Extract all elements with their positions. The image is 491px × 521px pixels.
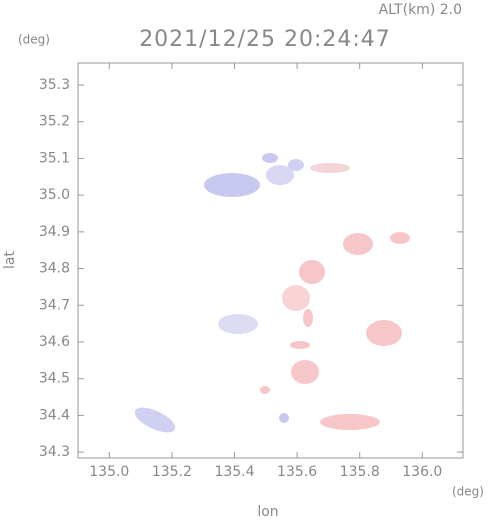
echo bbox=[204, 173, 260, 197]
y-tick-label: 34.6 bbox=[39, 334, 70, 350]
echo bbox=[299, 260, 325, 284]
x-tick-label: 135.8 bbox=[340, 464, 380, 480]
y-tick-label: 35.3 bbox=[39, 77, 70, 93]
y-tick-label: 34.3 bbox=[39, 444, 70, 460]
x-tick-label: 136.0 bbox=[402, 464, 442, 480]
echo bbox=[266, 165, 294, 185]
x-tick-label: 135.2 bbox=[152, 464, 192, 480]
chart-title: 2021/12/25 20:24:47 bbox=[139, 27, 391, 52]
y-tick-label: 35.0 bbox=[39, 187, 70, 203]
x-tick-label: 135.6 bbox=[277, 464, 317, 480]
echo bbox=[390, 232, 410, 244]
plot-frame bbox=[77, 62, 464, 459]
y-tick-label: 34.5 bbox=[39, 371, 70, 387]
y-tick-label: 35.1 bbox=[39, 150, 70, 166]
echo bbox=[303, 309, 313, 327]
echo bbox=[290, 341, 310, 349]
x-tick-label: 135.0 bbox=[89, 464, 129, 480]
echo bbox=[310, 163, 350, 173]
echo bbox=[134, 407, 176, 433]
x-unit: (deg) bbox=[452, 485, 484, 499]
echo bbox=[291, 360, 319, 384]
y-tick-label: 35.2 bbox=[39, 114, 70, 130]
y-tick-label: 34.9 bbox=[39, 224, 70, 240]
echo bbox=[279, 413, 289, 423]
y-label: lat bbox=[2, 251, 18, 269]
y-unit: (deg) bbox=[18, 33, 50, 47]
y-tick-label: 34.4 bbox=[39, 407, 70, 423]
echo bbox=[218, 314, 258, 334]
echo bbox=[343, 233, 373, 255]
echo bbox=[366, 320, 402, 346]
x-label: lon bbox=[257, 504, 278, 520]
echo bbox=[282, 285, 310, 311]
y-tick-label: 34.7 bbox=[39, 297, 70, 313]
altitude-label: ALT(km) 2.0 bbox=[379, 2, 462, 18]
echo bbox=[288, 159, 304, 171]
echo bbox=[262, 153, 278, 163]
x-tick-label: 135.4 bbox=[214, 464, 254, 480]
y-tick-label: 34.8 bbox=[39, 261, 70, 277]
echo bbox=[320, 414, 380, 430]
echo bbox=[260, 386, 270, 394]
echo-field bbox=[134, 153, 410, 433]
